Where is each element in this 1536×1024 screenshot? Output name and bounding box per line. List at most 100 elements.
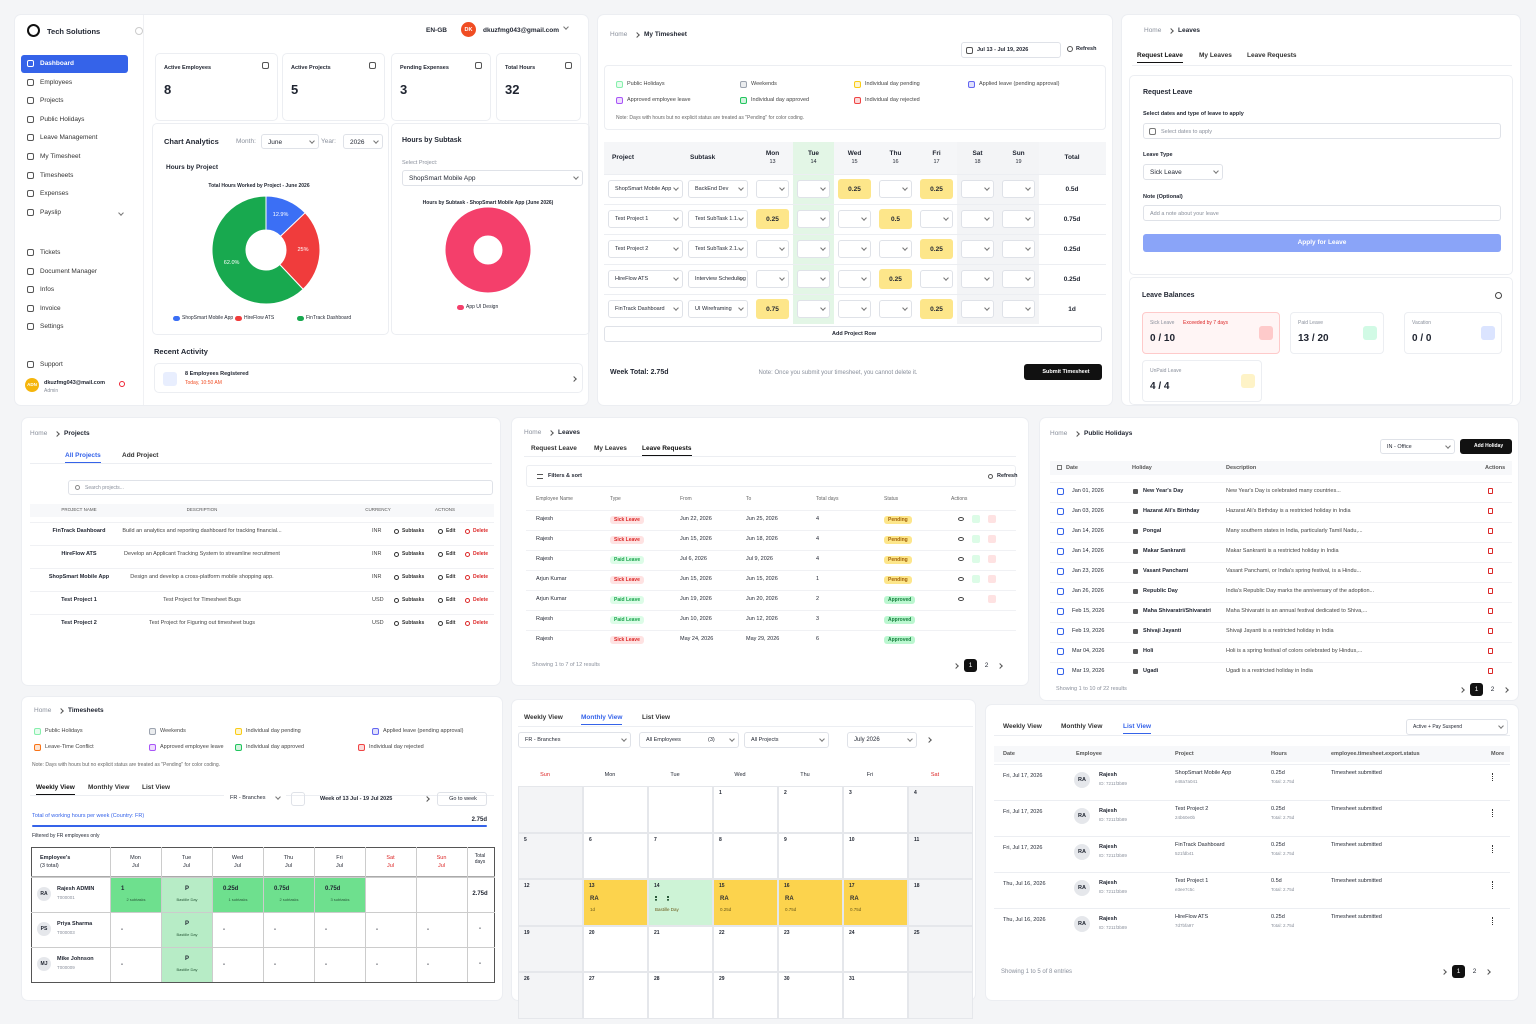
nav-item[interactable]: Invoice — [40, 304, 61, 312]
tab[interactable]: List View — [642, 714, 671, 721]
chevron[interactable] — [58, 708, 64, 714]
breadcrumb-link[interactable]: Home — [524, 429, 542, 436]
action-button[interactable]: Delete — [473, 551, 489, 557]
tab[interactable]: Weekly View — [524, 714, 563, 721]
hours-select[interactable] — [961, 240, 994, 258]
prev-week[interactable] — [291, 792, 305, 806]
tab[interactable]: Monthly View — [88, 784, 130, 791]
subtask-select[interactable]: Test SubTask 1.1... — [688, 210, 748, 228]
hours-select[interactable] — [920, 270, 953, 288]
hours-select[interactable] — [838, 270, 871, 288]
subtask-select[interactable]: UI Wireframing — [688, 300, 748, 318]
hours-select[interactable] — [797, 300, 830, 318]
tab[interactable]: List View — [1123, 723, 1152, 734]
hours-select[interactable] — [961, 180, 994, 198]
page-button[interactable]: 1 — [964, 659, 977, 672]
breadcrumb-link[interactable]: Home — [30, 430, 48, 437]
action-button[interactable]: Edit — [446, 597, 456, 603]
delete-action[interactable] — [1488, 488, 1493, 494]
nav-item[interactable]: Leave Management — [40, 134, 98, 142]
breadcrumb-link[interactable]: Home — [34, 707, 52, 714]
nav-item[interactable]: Expenses — [40, 190, 69, 198]
tab[interactable]: Request Leave — [531, 445, 577, 452]
hours-cell[interactable]: 0.25 — [920, 299, 953, 319]
hours-select[interactable] — [838, 300, 871, 318]
nav-item[interactable]: Settings — [40, 323, 64, 331]
chevron[interactable] — [1074, 431, 1080, 437]
employee-select[interactable]: All Employees (3) — [639, 732, 739, 748]
hours-select[interactable] — [838, 210, 871, 228]
action-button[interactable]: Delete — [473, 620, 489, 626]
tab[interactable]: Weekly View — [1003, 723, 1042, 730]
hours-select[interactable] — [961, 210, 994, 228]
tab[interactable]: List View — [142, 784, 171, 791]
action-button[interactable]: Edit — [446, 574, 456, 580]
view-action[interactable] — [958, 537, 964, 541]
reject-action[interactable] — [988, 595, 996, 603]
approve-action[interactable] — [972, 555, 980, 563]
filters-button[interactable]: Filters & sort — [548, 473, 582, 479]
office-select[interactable]: IN - Office — [1380, 439, 1455, 454]
page-button[interactable]: 2 — [1486, 683, 1499, 696]
tab[interactable]: My Leaves — [1199, 52, 1232, 59]
action-button[interactable]: Delete — [473, 574, 489, 580]
breadcrumb-link[interactable]: Home — [1144, 27, 1162, 34]
breadcrumb-link[interactable]: Home — [1050, 430, 1068, 437]
delete-action[interactable] — [1488, 588, 1493, 594]
view-action[interactable] — [958, 577, 964, 581]
hours-select[interactable] — [879, 300, 912, 318]
refresh-button[interactable]: Refresh — [997, 473, 1018, 479]
tab[interactable]: My Leaves — [594, 445, 627, 452]
month-select[interactable]: July 2026 — [847, 732, 917, 748]
nav-item[interactable]: My Timesheet — [40, 153, 81, 160]
hours-select[interactable] — [838, 240, 871, 258]
date-range[interactable]: Jul 13 - Jul 19, 2026 — [961, 42, 1061, 58]
refresh-button[interactable]: Refresh — [1076, 46, 1097, 52]
subtask-select[interactable]: Test SubTask 2.1... — [688, 240, 748, 258]
chevron[interactable] — [1459, 687, 1465, 693]
nav-item[interactable]: Tickets — [40, 249, 61, 256]
hours-select[interactable] — [1002, 270, 1035, 288]
leave-type-select[interactable]: Sick Leave — [1143, 164, 1223, 180]
action-button[interactable]: Subtasks — [402, 597, 425, 603]
project-select[interactable]: ShopSmart Mobile App — [402, 170, 583, 186]
page-button[interactable]: 2 — [980, 659, 993, 672]
chevron[interactable] — [424, 796, 430, 802]
hours-select[interactable] — [756, 180, 789, 198]
tab[interactable]: Add Project — [122, 452, 159, 459]
refresh-icon[interactable] — [1495, 292, 1502, 299]
nav-item[interactable]: Payslip — [40, 208, 61, 216]
hours-cell[interactable]: 0.25 — [920, 239, 953, 259]
hours-select[interactable] — [920, 210, 953, 228]
tab[interactable]: Leave Requests — [642, 445, 692, 456]
nav-item[interactable]: Projects — [40, 97, 64, 105]
approve-action[interactable] — [972, 535, 980, 543]
view-action[interactable] — [958, 517, 964, 521]
more-menu[interactable] — [1492, 917, 1494, 925]
more-menu[interactable] — [1492, 881, 1494, 889]
logout-icon[interactable] — [119, 381, 125, 387]
note-input[interactable]: Add a note about your leave — [1143, 205, 1501, 221]
search-input[interactable]: Search projects... — [68, 480, 493, 495]
nav-item[interactable]: Support — [40, 361, 63, 368]
reject-action[interactable] — [988, 555, 996, 563]
hours-select[interactable] — [1002, 240, 1035, 258]
status-filter[interactable]: Active + Pay Suspend — [1406, 719, 1508, 735]
hours-select[interactable] — [797, 210, 830, 228]
chevron[interactable] — [997, 663, 1003, 669]
tab[interactable]: Request Leave — [1137, 52, 1183, 63]
collapse-button[interactable] — [135, 27, 143, 35]
project-select[interactable]: HireFlow ATS — [608, 270, 683, 288]
view-action[interactable] — [958, 597, 964, 601]
project-select[interactable]: ShopSmart Mobile App — [608, 180, 683, 198]
nav-item[interactable]: Public Holidays — [40, 115, 85, 123]
nav-item[interactable]: Employees — [40, 78, 73, 86]
user-email[interactable]: dkuzfmg043@gmail.com — [483, 27, 560, 34]
branch-select[interactable]: FR - Branches — [518, 732, 631, 748]
reject-action[interactable] — [988, 515, 996, 523]
chevron[interactable] — [1168, 28, 1174, 34]
approve-action[interactable] — [972, 575, 980, 583]
action-button[interactable]: Subtasks — [402, 528, 425, 534]
delete-action[interactable] — [1488, 628, 1493, 634]
chevron[interactable] — [1441, 969, 1447, 975]
